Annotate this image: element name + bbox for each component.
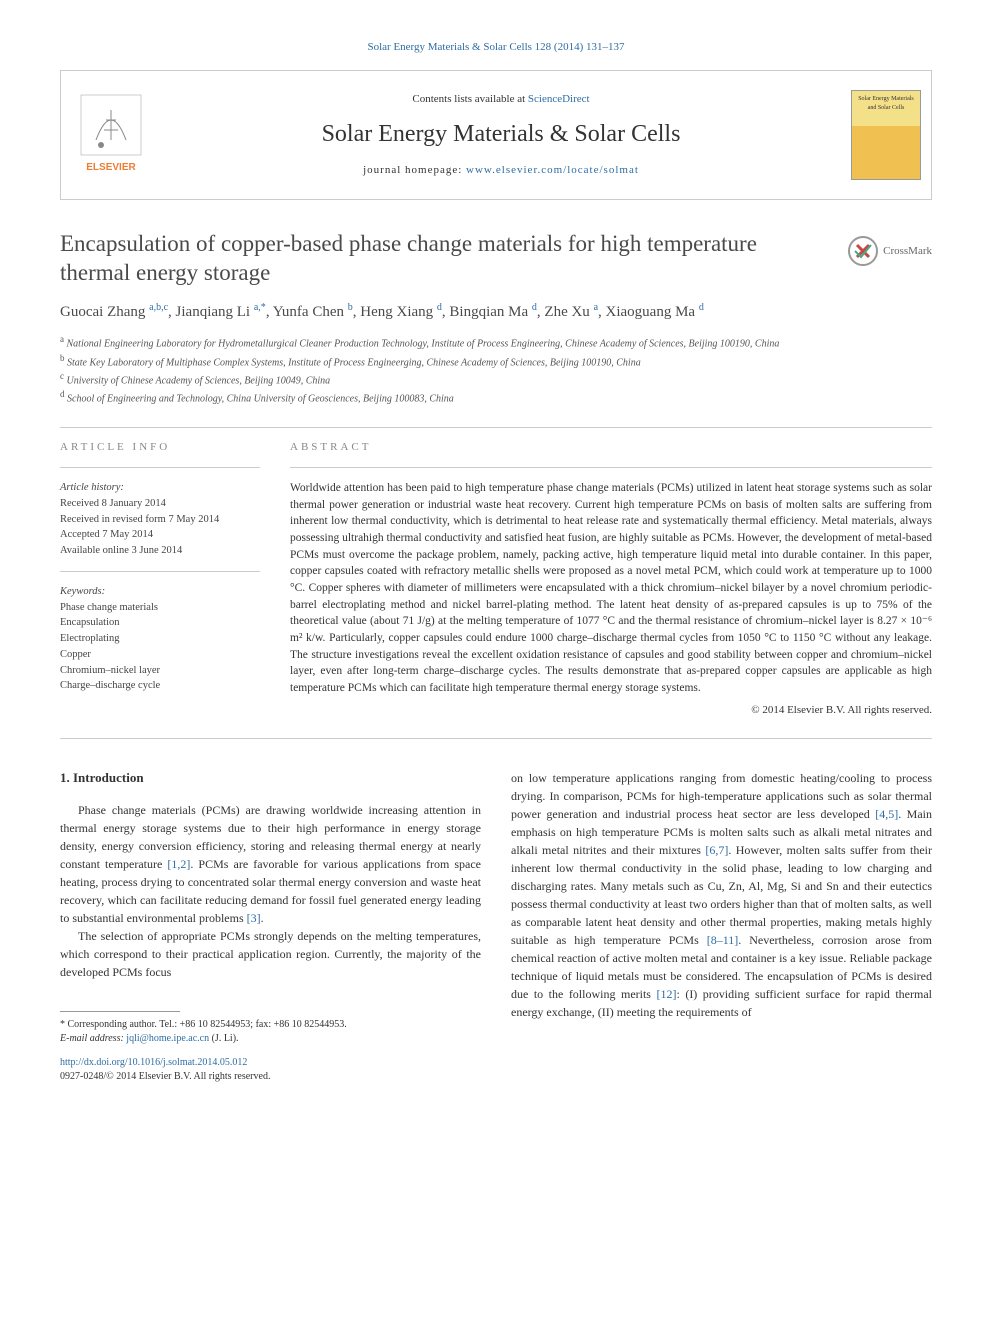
header-center: Contents lists available at ScienceDirec… [161, 71, 841, 199]
affiliations: a National Engineering Laboratory for Hy… [60, 333, 932, 406]
keyword: Electroplating [60, 631, 260, 647]
email-link[interactable]: jqli@home.ipe.ac.cn [126, 1033, 209, 1044]
history-received: Received 8 January 2014 [60, 496, 260, 512]
citation-link[interactable]: [12] [656, 987, 676, 1001]
citation-link[interactable]: [6,7] [705, 843, 728, 857]
history-label: Article history: [60, 480, 260, 496]
issn-copyright: 0927-0248/© 2014 Elsevier B.V. All right… [60, 1070, 481, 1084]
keyword: Charge–discharge cycle [60, 678, 260, 694]
keywords-label: Keywords: [60, 584, 260, 600]
history-revised: Received in revised form 7 May 2014 [60, 512, 260, 528]
history-accepted: Accepted 7 May 2014 [60, 527, 260, 543]
intro-paragraph-3: on low temperature applications ranging … [511, 769, 932, 1021]
journal-title: Solar Energy Materials & Solar Cells [322, 118, 681, 152]
corresponding-author-footnote: * Corresponding author. Tel.: +86 10 825… [60, 1018, 481, 1046]
citation-link[interactable]: [4,5] [875, 807, 898, 821]
keyword: Chromium–nickel layer [60, 663, 260, 679]
body-left-column: 1. Introduction Phase change materials (… [60, 769, 481, 1084]
citation-link[interactable]: [1,2] [167, 857, 190, 871]
journal-homepage: journal homepage: www.elsevier.com/locat… [363, 163, 639, 178]
journal-header: ELSEVIER Contents lists available at Sci… [60, 70, 932, 200]
article-info-column: ARTICLE INFO Article history: Received 8… [60, 440, 260, 719]
journal-cover-thumbnail: Solar Energy Materials and Solar Cells [841, 71, 931, 199]
homepage-link[interactable]: www.elsevier.com/locate/solmat [466, 164, 639, 176]
keyword: Encapsulation [60, 615, 260, 631]
section-heading-intro: 1. Introduction [60, 769, 481, 787]
doi-block: http://dx.doi.org/10.1016/j.solmat.2014.… [60, 1056, 481, 1084]
elsevier-logo: ELSEVIER [61, 71, 161, 199]
journal-citation[interactable]: Solar Energy Materials & Solar Cells 128… [60, 40, 932, 55]
svg-text:ELSEVIER: ELSEVIER [86, 162, 136, 173]
abstract-copyright: © 2014 Elsevier B.V. All rights reserved… [290, 703, 932, 718]
citation-link[interactable]: [3] [247, 911, 261, 925]
history-online: Available online 3 June 2014 [60, 543, 260, 559]
crossmark-badge[interactable]: CrossMark [847, 235, 932, 267]
intro-paragraph-2: The selection of appropriate PCMs strong… [60, 927, 481, 981]
keyword: Copper [60, 647, 260, 663]
authors-list: Guocai Zhang a,b,c, Jianqiang Li a,*, Yu… [60, 300, 932, 324]
abstract-column: ABSTRACT Worldwide attention has been pa… [290, 440, 932, 719]
keyword: Phase change materials [60, 600, 260, 616]
doi-link[interactable]: http://dx.doi.org/10.1016/j.solmat.2014.… [60, 1057, 247, 1068]
sciencedirect-link[interactable]: ScienceDirect [528, 93, 590, 105]
footnote-separator [60, 1011, 180, 1012]
article-info-label: ARTICLE INFO [60, 440, 260, 455]
citation-link[interactable]: [8–11] [707, 933, 739, 947]
article-title: Encapsulation of copper-based phase chan… [60, 230, 827, 288]
body-right-column: on low temperature applications ranging … [511, 769, 932, 1084]
contents-available: Contents lists available at ScienceDirec… [412, 92, 589, 107]
abstract-label: ABSTRACT [290, 440, 932, 455]
cover-image: Solar Energy Materials and Solar Cells [851, 90, 921, 180]
abstract-text: Worldwide attention has been paid to hig… [290, 480, 932, 697]
intro-paragraph-1: Phase change materials (PCMs) are drawin… [60, 801, 481, 927]
divider [60, 427, 932, 428]
divider [60, 738, 932, 739]
